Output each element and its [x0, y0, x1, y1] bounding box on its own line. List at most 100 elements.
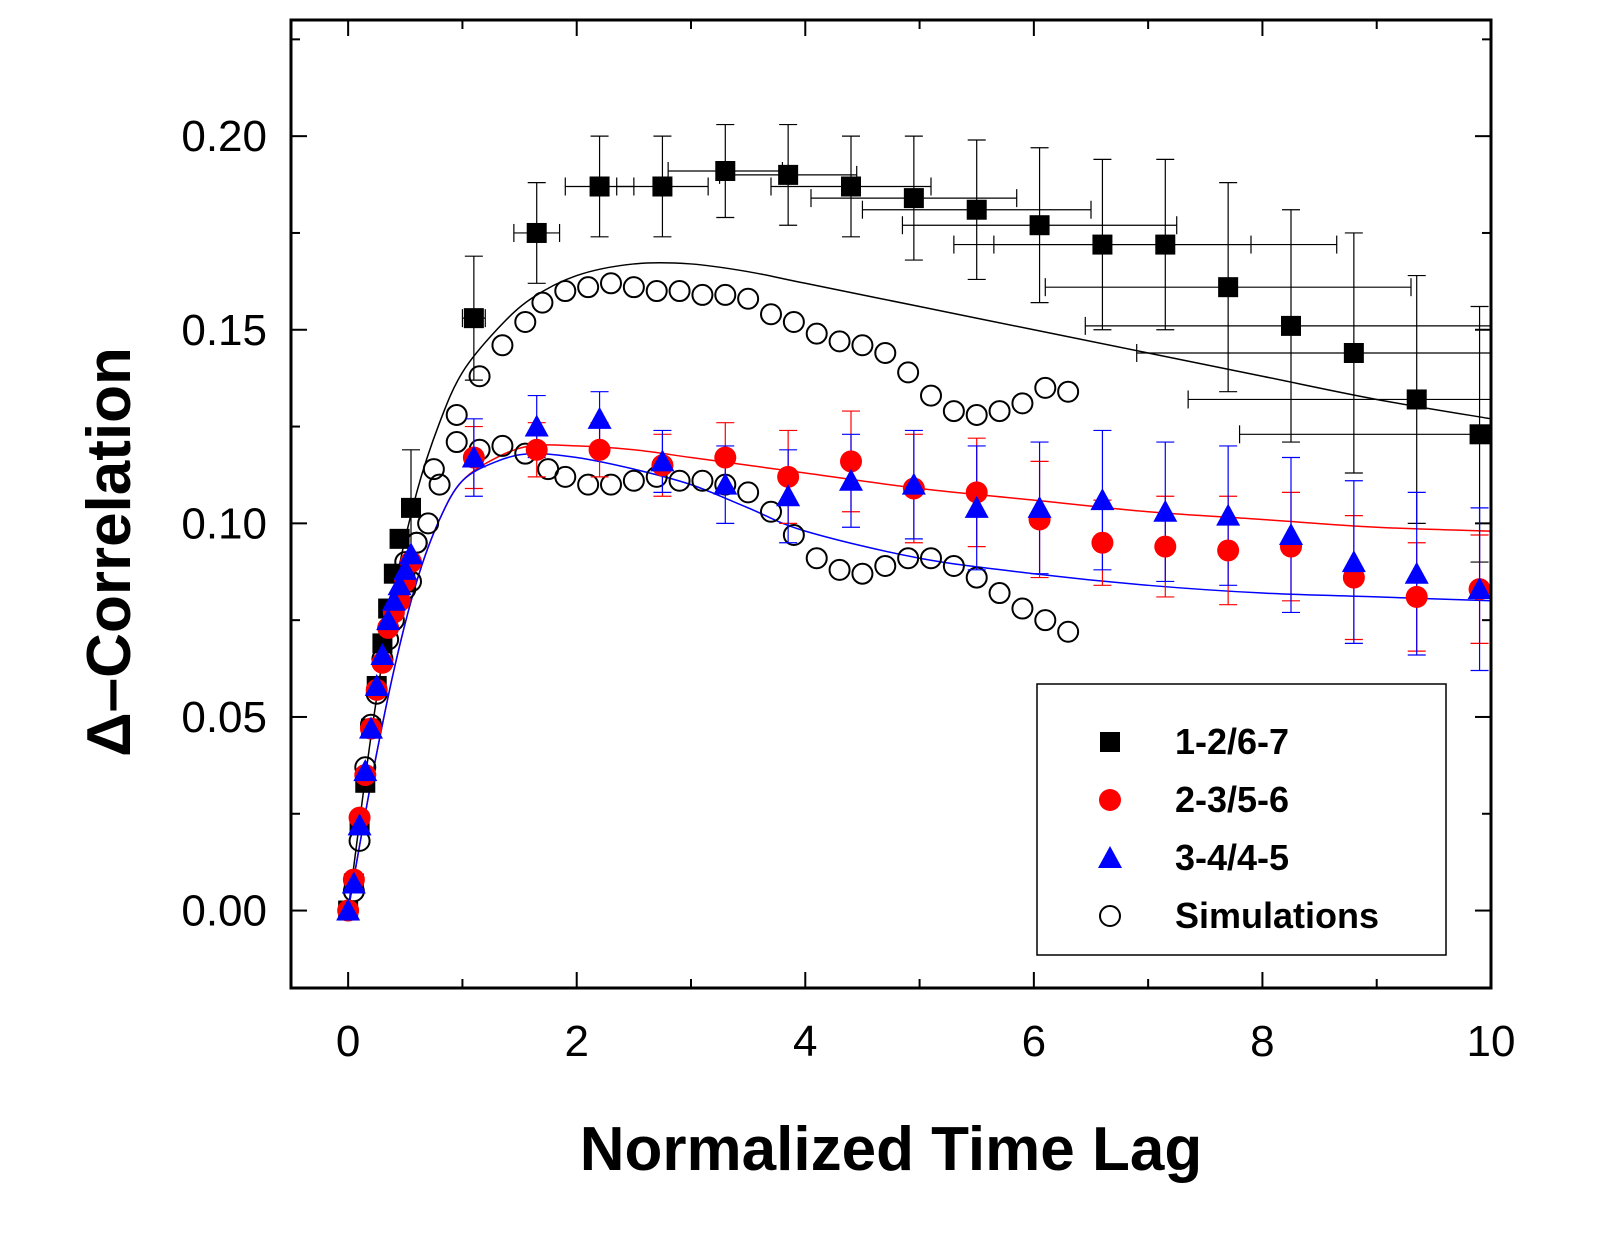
simulation-point [600, 473, 622, 496]
simulation-point [668, 469, 691, 492]
data-point-circle [1217, 539, 1240, 562]
data-point-triangle [839, 468, 863, 491]
simulation-point [1011, 392, 1034, 415]
simulation-point [965, 403, 988, 426]
data-point-triangle [650, 449, 675, 472]
simulation-point [760, 500, 782, 523]
x-tick-label: 2 [564, 1017, 588, 1066]
simulation-point [1057, 380, 1080, 403]
data-point-square [526, 222, 547, 243]
data-point-square [841, 176, 861, 197]
fit-curve-0 [347, 261, 1491, 911]
legend-markers [1098, 732, 1122, 927]
data-point-circle [1405, 585, 1428, 608]
data-point-triangle [1279, 522, 1303, 545]
data-point-triangle [341, 871, 366, 894]
fit-curve-2 [347, 452, 1491, 911]
data-point-triangle [524, 414, 549, 437]
simulation-point [417, 512, 440, 535]
simulation-point [622, 469, 645, 492]
data-point-circle [588, 438, 611, 461]
simulation-point [942, 554, 965, 577]
data-point-square [903, 188, 924, 209]
y-tick-label: 0.20 [181, 112, 267, 161]
y-tick-label: 0.10 [181, 499, 267, 548]
simulation-point [531, 291, 554, 314]
legend-label-3-4-4-5: 3-4/4-5 [1175, 837, 1289, 878]
simulation-point [491, 334, 514, 357]
data-point-square [463, 308, 484, 329]
data-point-square [1092, 234, 1113, 255]
data-point-circle [714, 446, 737, 469]
data-point-triangle [964, 495, 989, 518]
data-point-square [1029, 215, 1050, 236]
simulation-point [668, 280, 691, 303]
simulation-point [1057, 620, 1080, 643]
data-point-square [1218, 277, 1239, 298]
data-point-circle [1091, 531, 1114, 554]
data-point-triangle [1216, 503, 1241, 526]
data-point-triangle [347, 813, 372, 836]
x-tick-label: 10 [1467, 1017, 1516, 1066]
simulation-point [428, 473, 451, 496]
data-point-triangle [399, 542, 423, 565]
data-point-square [1406, 389, 1427, 410]
data-point-square [401, 497, 421, 518]
simulation-point [805, 322, 828, 345]
simulation-point [874, 341, 897, 364]
plot-frame [289, 18, 1493, 990]
simulation-point [577, 276, 600, 299]
y-tick-label: 0.05 [181, 693, 267, 742]
data-point-square [1469, 424, 1490, 445]
data-point-circle [965, 481, 988, 504]
data-point-triangle [364, 673, 389, 696]
simulation-point [988, 400, 1011, 423]
simulation-point [714, 283, 737, 306]
simulation-point [491, 434, 514, 457]
simulation-point [851, 562, 874, 585]
data-point-triangle [353, 759, 378, 782]
x-tick-label: 4 [793, 1017, 817, 1066]
data-point-square [652, 176, 673, 197]
simulation-point [468, 365, 491, 388]
legend-marker-open-circle [1099, 905, 1121, 927]
simulation-point [445, 431, 468, 454]
simulation-point [600, 272, 622, 295]
data-point-circle [1154, 535, 1177, 558]
data-point-triangle [713, 472, 738, 495]
simulation-point [445, 403, 468, 426]
simulation-point [554, 280, 577, 303]
simulation-point [514, 311, 537, 334]
simulation-point [782, 311, 805, 334]
simulation-point [988, 582, 1011, 605]
simulation-point [1034, 376, 1057, 399]
legend-label-2-3-5-6: 2-3/5-6 [1175, 779, 1289, 820]
y-tick-label: 0.15 [181, 306, 267, 355]
simulation-point [691, 283, 714, 306]
data-point-square [389, 528, 410, 549]
simulation-point [737, 481, 760, 504]
legend-marker-square [1100, 732, 1120, 752]
data-point-square [715, 161, 736, 182]
simulation-point [897, 547, 920, 570]
simulation-point [851, 334, 874, 357]
simulation-point [897, 361, 920, 384]
data-point-triangle [1341, 550, 1366, 573]
fit-curves [347, 261, 1491, 911]
simulation-point [805, 547, 828, 570]
data-point-circle [525, 438, 548, 461]
legend-marker-circle [1099, 789, 1121, 811]
simulation-point [942, 400, 965, 423]
data-point-triangle [387, 573, 412, 596]
simulation-point [760, 303, 782, 326]
simulation-point [874, 554, 897, 577]
simulation-point [1011, 597, 1034, 620]
simulation-point [645, 280, 668, 303]
legend-label-1-2-6-7: 1-2/6-7 [1175, 721, 1289, 762]
data-point-triangle [1027, 495, 1052, 518]
data-point-triangle [376, 608, 401, 631]
data-point-triangle [1153, 499, 1178, 522]
simulation-point [1034, 609, 1057, 632]
x-tick-label: 8 [1250, 1017, 1274, 1066]
